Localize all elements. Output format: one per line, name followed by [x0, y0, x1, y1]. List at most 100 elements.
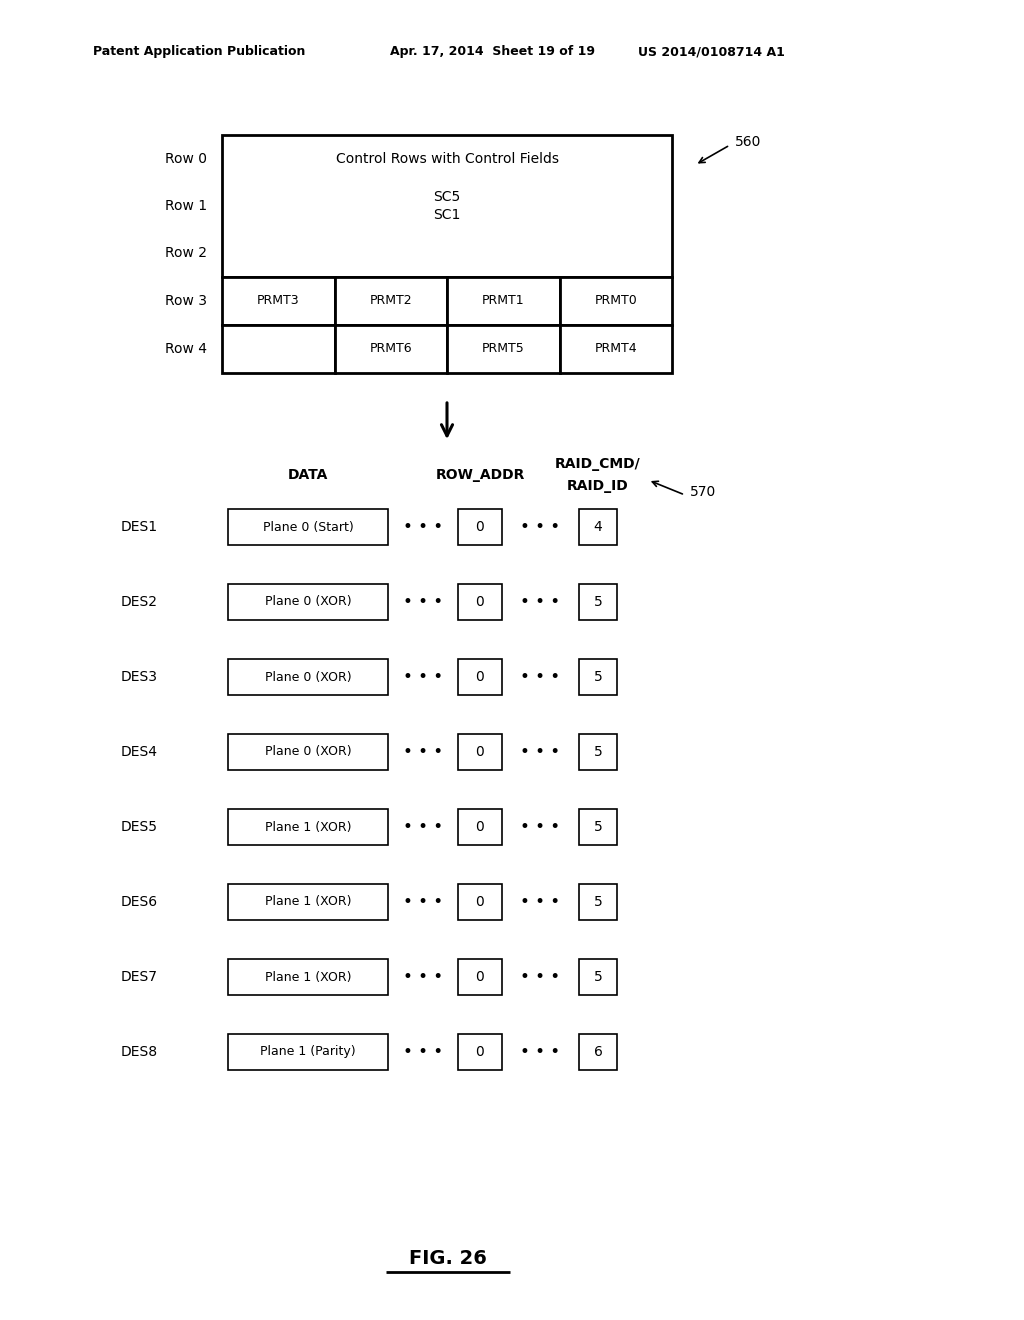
Text: • • •: • • •: [402, 668, 443, 686]
Text: 5: 5: [594, 595, 602, 609]
Text: • • •: • • •: [402, 968, 443, 986]
Bar: [458, 960, 502, 995]
Bar: [458, 1034, 502, 1071]
Text: Control Rows with Control Fields: Control Rows with Control Fields: [336, 152, 558, 166]
Text: Plane 1 (Parity): Plane 1 (Parity): [260, 1045, 355, 1059]
Bar: [222, 135, 672, 277]
Text: 0: 0: [475, 595, 484, 609]
Text: 6: 6: [594, 1045, 602, 1059]
Bar: [228, 583, 388, 620]
Text: DATA: DATA: [288, 469, 328, 482]
Text: 560: 560: [735, 135, 762, 149]
Text: PRMT1: PRMT1: [482, 294, 524, 308]
Text: • • •: • • •: [520, 743, 560, 762]
Text: Plane 0 (XOR): Plane 0 (XOR): [264, 746, 351, 759]
Bar: [228, 809, 388, 845]
Bar: [579, 659, 617, 696]
Text: 0: 0: [475, 520, 484, 535]
Text: Patent Application Publication: Patent Application Publication: [93, 45, 305, 58]
Bar: [579, 1034, 617, 1071]
Text: • • •: • • •: [520, 593, 560, 611]
Text: 0: 0: [475, 744, 484, 759]
Bar: [228, 960, 388, 995]
Bar: [458, 510, 502, 545]
Text: DES6: DES6: [121, 895, 158, 909]
Bar: [228, 884, 388, 920]
Text: 0: 0: [475, 671, 484, 684]
Text: • • •: • • •: [402, 818, 443, 836]
Bar: [228, 734, 388, 770]
Text: DES7: DES7: [121, 970, 158, 983]
Text: ROW_ADDR: ROW_ADDR: [435, 469, 524, 482]
Text: Row 3: Row 3: [165, 294, 207, 308]
Text: Plane 1 (XOR): Plane 1 (XOR): [265, 821, 351, 833]
Text: SC1: SC1: [433, 209, 461, 222]
Bar: [579, 734, 617, 770]
Text: PRMT4: PRMT4: [595, 342, 637, 355]
Text: Plane 0 (XOR): Plane 0 (XOR): [264, 671, 351, 684]
Bar: [579, 884, 617, 920]
Text: Apr. 17, 2014  Sheet 19 of 19: Apr. 17, 2014 Sheet 19 of 19: [390, 45, 595, 58]
Text: 570: 570: [690, 484, 716, 499]
Text: 0: 0: [475, 895, 484, 909]
Text: • • •: • • •: [520, 968, 560, 986]
Text: PRMT5: PRMT5: [482, 342, 524, 355]
Text: Plane 0 (XOR): Plane 0 (XOR): [264, 595, 351, 609]
Text: • • •: • • •: [520, 818, 560, 836]
Text: PRMT6: PRMT6: [370, 342, 412, 355]
Text: • • •: • • •: [520, 668, 560, 686]
Bar: [458, 809, 502, 845]
Bar: [228, 659, 388, 696]
Text: Plane 1 (XOR): Plane 1 (XOR): [265, 895, 351, 908]
Text: • • •: • • •: [520, 894, 560, 911]
Bar: [559, 325, 672, 374]
Bar: [335, 325, 447, 374]
Text: 5: 5: [594, 744, 602, 759]
Text: SC5: SC5: [433, 190, 461, 205]
Text: FIG. 26: FIG. 26: [409, 1249, 487, 1267]
Bar: [579, 583, 617, 620]
Bar: [579, 510, 617, 545]
Text: 0: 0: [475, 970, 484, 983]
Bar: [228, 510, 388, 545]
Text: • • •: • • •: [520, 517, 560, 536]
Bar: [579, 960, 617, 995]
Bar: [579, 809, 617, 845]
Text: 0: 0: [475, 820, 484, 834]
Text: Plane 0 (Start): Plane 0 (Start): [262, 520, 353, 533]
Text: • • •: • • •: [402, 1043, 443, 1061]
Text: Row 1: Row 1: [165, 199, 207, 213]
Text: US 2014/0108714 A1: US 2014/0108714 A1: [638, 45, 784, 58]
Text: • • •: • • •: [402, 743, 443, 762]
Text: Row 2: Row 2: [165, 247, 207, 260]
Text: RAID_CMD/: RAID_CMD/: [555, 457, 641, 471]
Text: DES5: DES5: [121, 820, 158, 834]
Text: 5: 5: [594, 970, 602, 983]
Text: • • •: • • •: [520, 1043, 560, 1061]
Bar: [559, 277, 672, 325]
Text: DES3: DES3: [121, 671, 158, 684]
Bar: [222, 325, 335, 374]
Text: 5: 5: [594, 895, 602, 909]
Text: • • •: • • •: [402, 593, 443, 611]
Bar: [447, 277, 559, 325]
Text: DES8: DES8: [121, 1045, 158, 1059]
Text: 5: 5: [594, 671, 602, 684]
Bar: [458, 734, 502, 770]
Bar: [447, 325, 559, 374]
Text: PRMT3: PRMT3: [257, 294, 300, 308]
Text: Row 0: Row 0: [165, 152, 207, 166]
Text: 5: 5: [594, 820, 602, 834]
Bar: [458, 659, 502, 696]
Text: DES4: DES4: [121, 744, 158, 759]
Text: 4: 4: [594, 520, 602, 535]
Text: RAID_ID: RAID_ID: [567, 479, 629, 492]
Bar: [228, 1034, 388, 1071]
Text: Plane 1 (XOR): Plane 1 (XOR): [265, 970, 351, 983]
Bar: [335, 277, 447, 325]
Text: PRMT2: PRMT2: [370, 294, 412, 308]
Text: 0: 0: [475, 1045, 484, 1059]
Text: DES1: DES1: [121, 520, 158, 535]
Text: Row 4: Row 4: [165, 342, 207, 356]
Text: • • •: • • •: [402, 517, 443, 536]
